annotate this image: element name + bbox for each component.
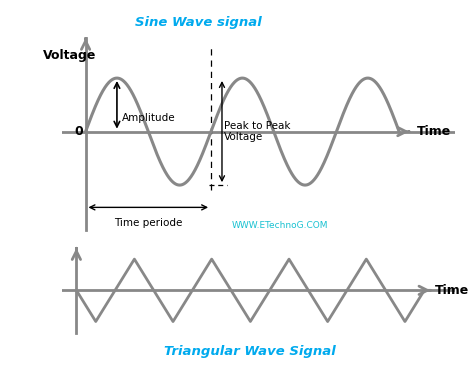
Text: Time periode: Time periode <box>114 218 182 228</box>
Text: Peak to Peak
Voltage: Peak to Peak Voltage <box>224 121 291 142</box>
Text: Sine Wave signal: Sine Wave signal <box>135 16 262 29</box>
Text: Voltage: Voltage <box>43 49 96 62</box>
Text: Amplitude: Amplitude <box>122 113 175 123</box>
Text: WWW.ETechnoG.COM: WWW.ETechnoG.COM <box>232 221 328 230</box>
Text: Time: Time <box>435 284 470 297</box>
Text: Time: Time <box>417 125 451 138</box>
Text: 0: 0 <box>74 125 83 138</box>
Text: Triangular Wave Signal: Triangular Wave Signal <box>164 345 336 358</box>
